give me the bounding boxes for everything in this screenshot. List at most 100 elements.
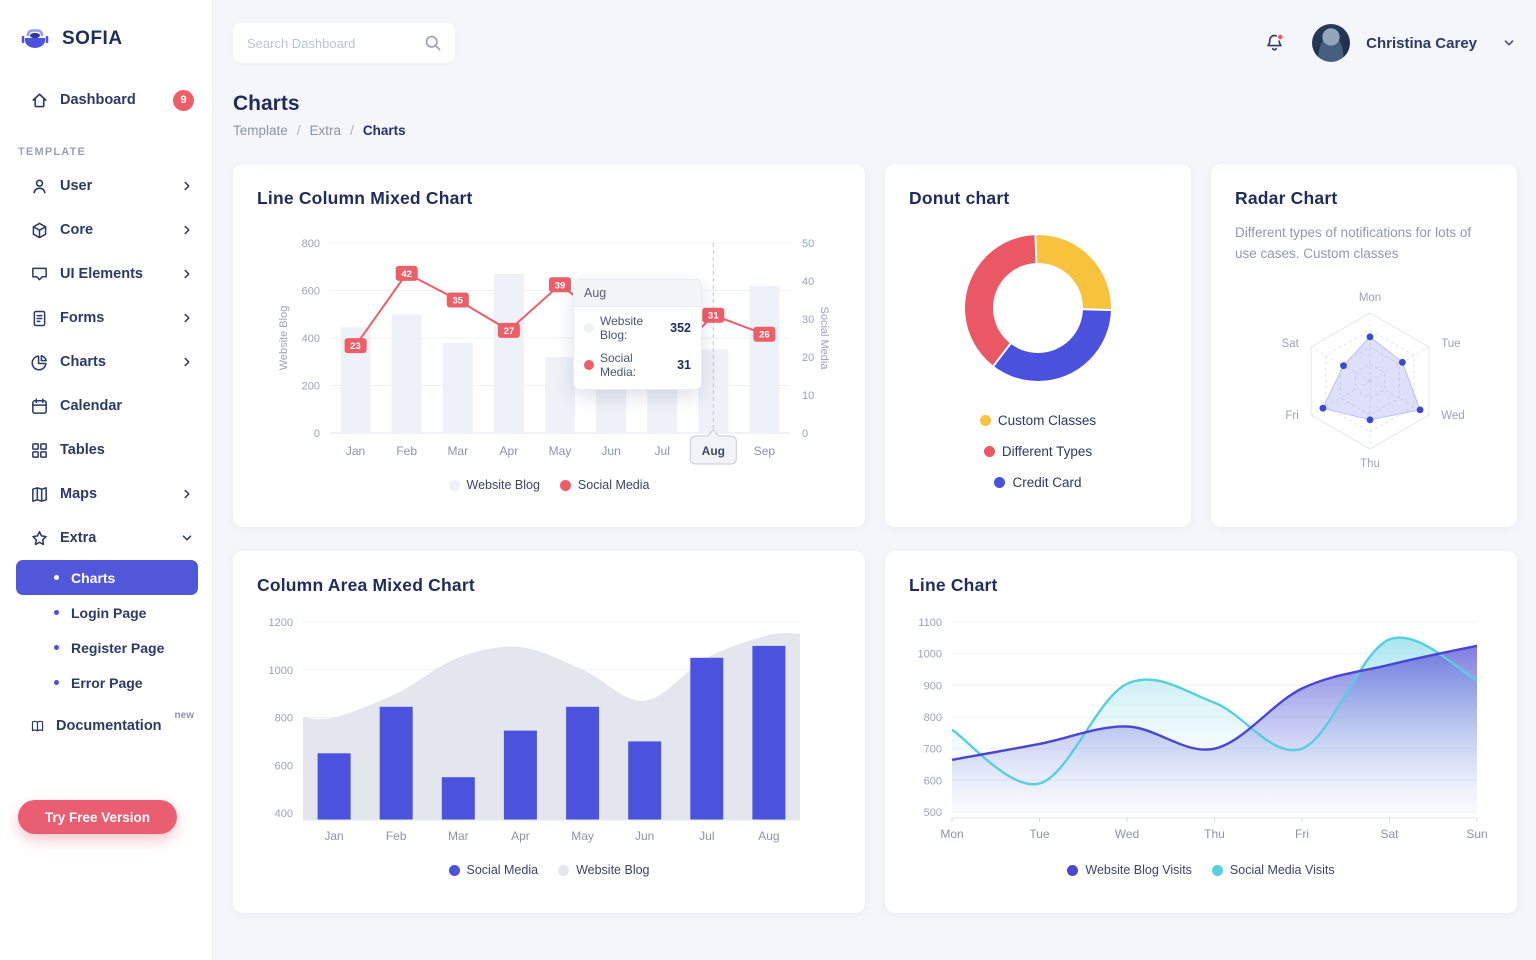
- svg-text:Sat: Sat: [1380, 827, 1399, 841]
- sidebar-item-label: Dashboard: [60, 92, 136, 108]
- svg-text:1000: 1000: [918, 649, 942, 661]
- donut-hole: [993, 263, 1083, 353]
- sidebar-item-tables[interactable]: Tables: [16, 428, 198, 472]
- submenu-item-charts[interactable]: Charts: [16, 560, 198, 595]
- svg-text:Wed: Wed: [1441, 410, 1464, 422]
- bullet-icon: [54, 645, 59, 650]
- page-title: Charts: [233, 92, 300, 115]
- radar-chart-card: Radar Chart Different types of notificat…: [1211, 164, 1517, 527]
- search-box[interactable]: [233, 23, 455, 63]
- legend-item-credit-card[interactable]: Credit Card: [994, 475, 1082, 490]
- sidebar-item-label: Charts: [60, 354, 106, 370]
- chevron-right-icon: [180, 311, 194, 325]
- submenu-item-label: Charts: [71, 569, 116, 586]
- sidebar-item-label: Forms: [60, 310, 105, 326]
- legend-item-different-types[interactable]: Different Types: [983, 444, 1092, 459]
- app-logo[interactable]: SOFIA: [16, 20, 198, 64]
- legend-label: Social Media Visits: [1229, 863, 1335, 877]
- bullet-icon: [54, 575, 59, 580]
- search-icon[interactable]: [423, 33, 443, 53]
- svg-text:Apr: Apr: [511, 829, 530, 843]
- submenu-item-label: Login Page: [71, 604, 147, 621]
- svg-text:600: 600: [275, 760, 293, 772]
- chevron-right-icon: [180, 223, 194, 237]
- chart-legend: Social Media Website Blog: [257, 863, 841, 877]
- dashboard-badge: 9: [173, 89, 194, 111]
- tooltip-title: Aug: [574, 280, 701, 307]
- breadcrumb-separator: /: [296, 123, 301, 138]
- svg-text:50: 50: [802, 238, 814, 250]
- chevron-down-icon[interactable]: [1501, 35, 1517, 51]
- series-dot-icon: [979, 415, 991, 426]
- mixed-chart-canvas[interactable]: 0 200 400 600 800 0 10 20 30 40 50 Website Blog Soci…: [257, 229, 841, 469]
- user-name[interactable]: Christina Carey: [1366, 34, 1477, 52]
- card-title: Donut chart: [909, 188, 1010, 208]
- user-avatar[interactable]: [1312, 24, 1351, 62]
- tooltip-value: 31: [677, 358, 691, 372]
- sidebar-item-forms[interactable]: Forms: [16, 296, 198, 340]
- sidebar-item-charts[interactable]: Charts: [16, 340, 198, 384]
- try-free-version-button[interactable]: Try Free Version: [18, 800, 177, 834]
- submenu-item-error-page[interactable]: Error Page: [16, 665, 198, 700]
- card-title: Radar Chart: [1235, 188, 1338, 208]
- svg-text:600: 600: [924, 775, 942, 787]
- legend-item-custom-classes[interactable]: Custom Classes: [979, 413, 1096, 428]
- bullet-icon: [54, 680, 59, 685]
- column-area-mixed-chart-card: Column Area Mixed Chart 400 600 800 1000 120…: [233, 551, 865, 913]
- submenu-item-register-page[interactable]: Register Page: [16, 630, 198, 665]
- breadcrumb-extra[interactable]: Extra: [309, 123, 342, 138]
- legend-item-social-media-visits[interactable]: Social Media Visits: [1211, 863, 1335, 877]
- map-icon: [32, 486, 47, 502]
- breadcrumb-template[interactable]: Template: [233, 123, 288, 138]
- card-title: Column Area Mixed Chart: [257, 575, 475, 595]
- search-input[interactable]: [247, 35, 423, 51]
- bullet-icon: [54, 610, 59, 615]
- sidebar-item-core[interactable]: Core: [16, 208, 198, 252]
- legend-item-website-blog[interactable]: Website Blog: [558, 863, 650, 877]
- svg-text:Apr: Apr: [500, 444, 519, 458]
- legend-item-social-media[interactable]: Social Media: [559, 478, 650, 492]
- sidebar-item-user[interactable]: User: [16, 164, 198, 208]
- svg-text:1200: 1200: [269, 617, 293, 629]
- svg-text:Jul: Jul: [655, 444, 670, 458]
- series-dot-icon: [558, 864, 570, 876]
- submenu-item-login-page[interactable]: Login Page: [16, 595, 198, 630]
- svg-text:1000: 1000: [269, 665, 293, 677]
- svg-text:Mon: Mon: [1359, 292, 1381, 304]
- svg-text:26: 26: [759, 330, 770, 341]
- tooltip-row: Website Blog: 352: [574, 307, 701, 344]
- svg-text:900: 900: [924, 680, 942, 692]
- sidebar-item-calendar[interactable]: Calendar: [16, 384, 198, 428]
- sidebar-section-label: TEMPLATE: [18, 146, 87, 158]
- breadcrumb: Template / Extra / Charts: [233, 123, 1516, 138]
- svg-text:Jul: Jul: [699, 829, 714, 843]
- star-icon: [32, 530, 47, 545]
- column-area-chart-canvas[interactable]: 400 600 800 1000 1200 Jan Feb Mar Apr May Jun Jul Au…: [257, 610, 841, 854]
- calendar-icon: [32, 398, 47, 414]
- line-chart-canvas[interactable]: 500 600 700 800 900 1000 1100 Mon Tue Wed Thu Fri Sa…: [909, 610, 1493, 854]
- sidebar-item-maps[interactable]: Maps: [16, 472, 198, 516]
- svg-text:0: 0: [314, 428, 320, 440]
- svg-text:800: 800: [302, 238, 320, 250]
- breadcrumb-separator: /: [350, 123, 354, 138]
- chart-legend: Website Blog Visits Social Media Visits: [909, 863, 1493, 877]
- sidebar-item-dashboard[interactable]: Dashboard 9: [16, 78, 198, 122]
- sidebar-item-label: Extra: [60, 530, 97, 546]
- notifications-button[interactable]: [1263, 32, 1286, 55]
- tooltip-value: 352: [670, 321, 691, 335]
- chevron-right-icon: [180, 355, 194, 369]
- legend-item-social-media[interactable]: Social Media: [448, 863, 538, 877]
- legend-item-website-blog[interactable]: Website Blog: [448, 478, 540, 492]
- sidebar-item-documentation[interactable]: Documentation new: [16, 704, 198, 748]
- svg-text:200: 200: [302, 381, 320, 393]
- svg-text:35: 35: [452, 296, 463, 307]
- legend-label: Social Media: [577, 478, 650, 492]
- legend-label: Website Blog: [576, 863, 650, 877]
- donut-chart[interactable]: [965, 235, 1111, 381]
- radar-chart-canvas[interactable]: Mon Tue Wed Thu Fri Sat: [1235, 269, 1505, 495]
- sidebar-item-ui-elements[interactable]: UI Elements: [16, 252, 198, 296]
- legend-item-website-blog-visits[interactable]: Website Blog Visits: [1067, 863, 1192, 877]
- sidebar-item-label: Core: [60, 222, 94, 238]
- sidebar-item-extra[interactable]: Extra: [16, 516, 198, 560]
